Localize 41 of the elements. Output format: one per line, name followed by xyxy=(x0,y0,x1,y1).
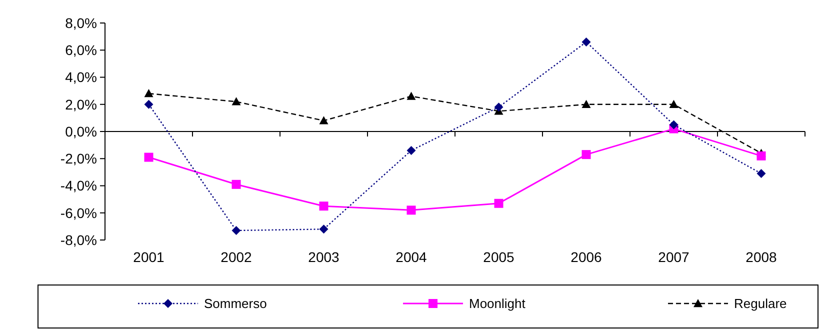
point xyxy=(144,152,154,162)
legend-label: Regulare xyxy=(734,296,787,312)
x-tick-label: 2008 xyxy=(746,249,778,265)
point xyxy=(232,180,241,189)
point xyxy=(319,224,328,234)
y-tick-label: -6,0% xyxy=(60,204,97,221)
y-tick-label: 4,0% xyxy=(65,69,97,86)
y-tick-label: 0,0% xyxy=(65,123,97,140)
point xyxy=(582,150,591,160)
y-tick-label: -2,0% xyxy=(60,150,97,167)
x-tick-label: 2005 xyxy=(483,249,515,265)
point xyxy=(582,37,591,46)
legend-label: Moonlight xyxy=(469,296,526,312)
point xyxy=(406,92,416,100)
x-tick-label: 2006 xyxy=(570,249,602,265)
point xyxy=(582,100,591,108)
x-tick-label: 2003 xyxy=(308,249,340,265)
point xyxy=(669,100,678,108)
point xyxy=(756,151,766,160)
y-tick-label: -4,0% xyxy=(60,178,97,194)
y-tick-label: -8,0% xyxy=(60,232,97,248)
y-tick-label: 6,0% xyxy=(65,42,97,58)
x-tick-label: 2002 xyxy=(220,249,252,265)
point xyxy=(494,198,504,208)
point xyxy=(144,100,154,109)
point xyxy=(669,120,678,130)
point xyxy=(494,102,504,112)
point xyxy=(406,206,416,215)
point xyxy=(756,169,766,178)
point xyxy=(319,202,328,211)
point xyxy=(319,116,328,124)
point xyxy=(232,226,241,236)
y-tick-label: 2,0% xyxy=(65,96,97,112)
point xyxy=(144,89,154,98)
x-tick-label: 2004 xyxy=(396,249,428,265)
x-tick-label: 2007 xyxy=(658,249,690,265)
y-tick-label: 8,0% xyxy=(65,14,97,31)
point xyxy=(406,146,416,155)
legend-label: Sommerso xyxy=(204,296,267,312)
point xyxy=(232,97,241,106)
x-tick-label: 2001 xyxy=(133,249,165,265)
